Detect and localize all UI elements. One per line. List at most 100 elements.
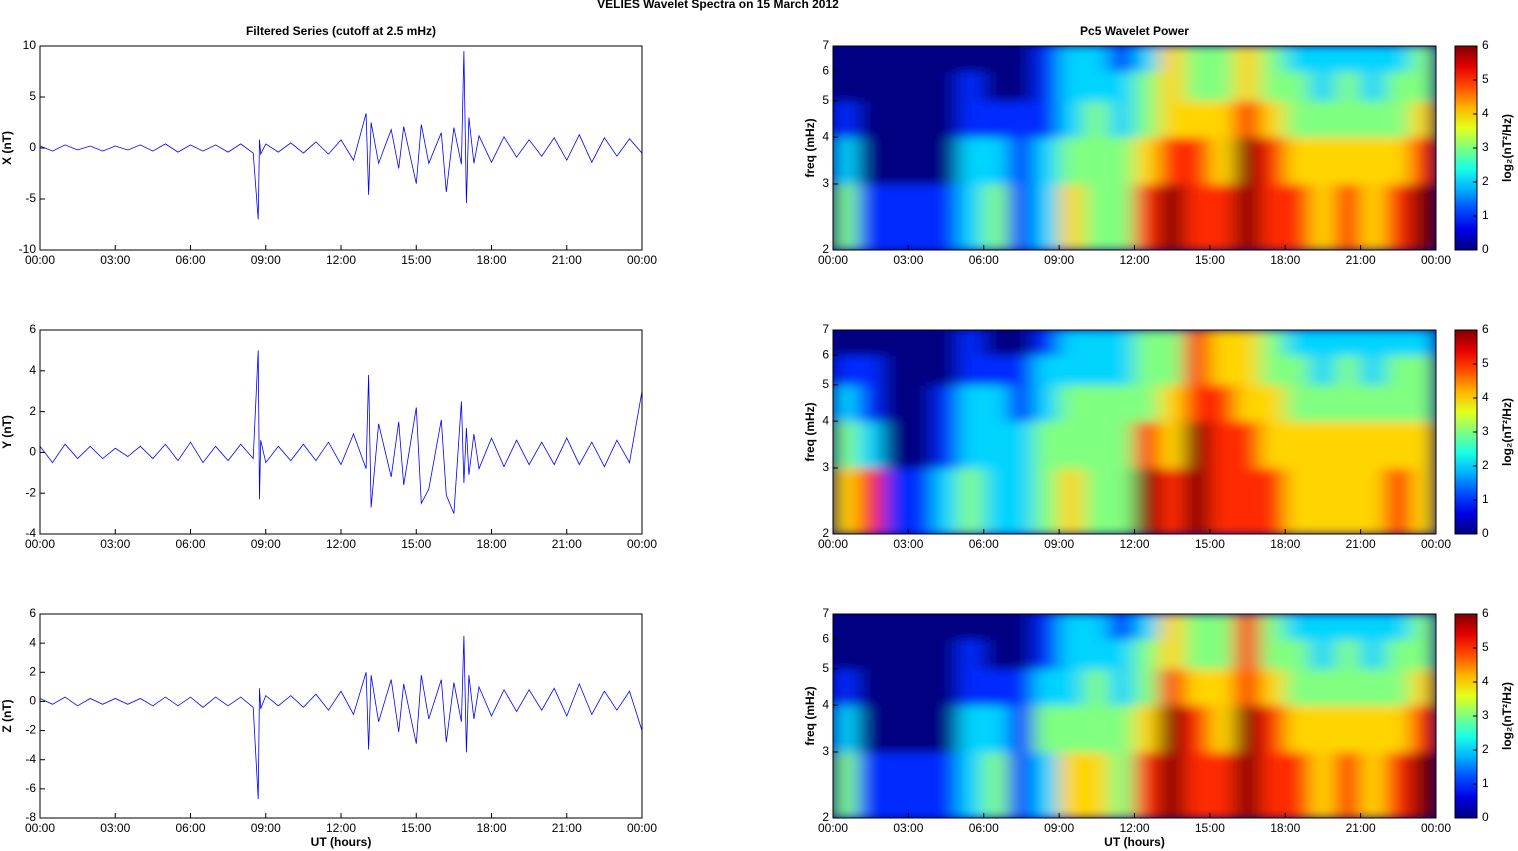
heatmap-cell	[1184, 420, 1211, 469]
x-tick-label: 09:00	[251, 253, 281, 267]
heatmap-cell	[933, 70, 960, 102]
heatmap-cell	[1159, 70, 1186, 102]
heatmap-cell	[907, 100, 934, 138]
heatmap-cell	[907, 420, 934, 469]
heatmap-cell	[1259, 704, 1286, 753]
heatmap-cell	[1284, 70, 1311, 102]
heatmap-cell	[1209, 46, 1236, 72]
heatmap-cells	[833, 330, 1436, 534]
x-tick-label: 00:00	[1421, 253, 1451, 267]
heatmap-cell	[833, 354, 859, 386]
heatmap-cell	[1184, 100, 1211, 138]
heatmap-cell	[1410, 614, 1436, 640]
heatmap-cell	[1108, 136, 1135, 185]
heatmap-cell	[1159, 46, 1186, 72]
y-tick-label: 2	[822, 526, 829, 540]
heatmap-cell	[1360, 614, 1387, 640]
heatmap-cell	[1259, 70, 1286, 102]
x-tick-label: 09:00	[251, 821, 281, 835]
heatmap-cell	[1234, 467, 1261, 534]
x-tick-label: 09:00	[1044, 821, 1074, 835]
heatmap-cell	[1385, 704, 1412, 753]
heatmap-cell	[1108, 100, 1135, 138]
y-tick-label: -2	[25, 485, 36, 499]
heatmap-cell	[833, 330, 859, 356]
heatmap-cell	[1184, 136, 1211, 185]
heatmap-cell	[1083, 354, 1110, 386]
colorbar-tick-label: 0	[1482, 242, 1489, 256]
heatmap-cell	[1335, 70, 1362, 102]
heatmap-cell	[1284, 751, 1311, 818]
heatmap-cell	[933, 46, 960, 72]
heatmap-cell	[958, 467, 985, 534]
heatmap-cell	[1159, 183, 1186, 250]
x-tick-label: 03:00	[100, 821, 130, 835]
x-tick-label: 12:00	[326, 537, 356, 551]
heatmap-cell	[1209, 751, 1236, 818]
plot-frame	[39, 45, 643, 251]
heatmap-cell	[983, 70, 1010, 102]
x-tick-label: 06:00	[175, 537, 205, 551]
y-tick-label: -5	[25, 191, 36, 205]
y-tick-label: 7	[822, 322, 829, 336]
heatmap-cell	[1410, 330, 1436, 356]
heatmap-cell	[1234, 354, 1261, 386]
heatmap-cell	[1033, 420, 1060, 469]
heatmap-cell	[1259, 467, 1286, 534]
heatmap-cell	[1209, 70, 1236, 102]
heatmap-cell	[1159, 704, 1186, 753]
heatmap-cell	[1259, 100, 1286, 138]
heatmap-cell	[1108, 668, 1135, 706]
colorbar-tick-label: 6	[1482, 322, 1489, 336]
y-tick-label: -6	[25, 781, 36, 795]
heatmap-cell	[1058, 638, 1085, 670]
heatmap-cell	[1033, 751, 1060, 818]
heatmap-cell	[833, 384, 859, 422]
heatmap-cell	[1108, 467, 1135, 534]
heatmap-cell	[1008, 638, 1035, 670]
heatmap-cell	[857, 354, 884, 386]
heatmap-cell	[958, 668, 985, 706]
heatmap-cell	[857, 751, 884, 818]
heatmap-cell	[1234, 384, 1261, 422]
heatmap-cell	[1033, 46, 1060, 72]
heatmap-cell	[857, 70, 884, 102]
heatmap-cell	[1058, 420, 1085, 469]
heatmap-cell	[1159, 420, 1186, 469]
heatmap-cell	[983, 467, 1010, 534]
x-tick-label: 06:00	[969, 821, 999, 835]
heatmap-cell	[983, 330, 1010, 356]
heatmap-cell	[1259, 183, 1286, 250]
heatmap-cell	[933, 136, 960, 185]
colorbar-tick-label: 2	[1482, 742, 1489, 756]
heatmap-cell	[907, 638, 934, 670]
heatmap-cell	[1385, 384, 1412, 422]
heatmap-cell	[983, 100, 1010, 138]
line-series	[39, 51, 643, 220]
heatmap-cell	[983, 704, 1010, 753]
x-axis-label: UT (hours)	[311, 835, 372, 849]
heatmap-cell	[1410, 100, 1436, 138]
heatmap-cell	[1335, 46, 1362, 72]
heatmap-cell	[1058, 183, 1085, 250]
heatmap-cell	[1159, 614, 1186, 640]
heatmap-cell	[1234, 46, 1261, 72]
heatmap-cell	[907, 354, 934, 386]
heatmap-cell	[857, 420, 884, 469]
x-tick-label: 00:00	[818, 253, 848, 267]
heatmap-cell	[983, 384, 1010, 422]
x-tick-label: 12:00	[1119, 821, 1149, 835]
heatmap-cell	[1234, 668, 1261, 706]
heatmap-cell	[1083, 614, 1110, 640]
y-tick-label: -4	[25, 752, 36, 766]
heatmap-cell	[958, 100, 985, 138]
heatmap-cell	[1108, 704, 1135, 753]
heatmap-cell	[882, 100, 909, 138]
heatmap-cell	[1360, 330, 1387, 356]
heatmap-cell	[958, 70, 985, 102]
x-tick-label: 06:00	[969, 253, 999, 267]
heatmap-cell	[1234, 420, 1261, 469]
heatmap-cell	[1259, 136, 1286, 185]
heatmap-cell	[1284, 704, 1311, 753]
heatmap-cell	[1184, 668, 1211, 706]
